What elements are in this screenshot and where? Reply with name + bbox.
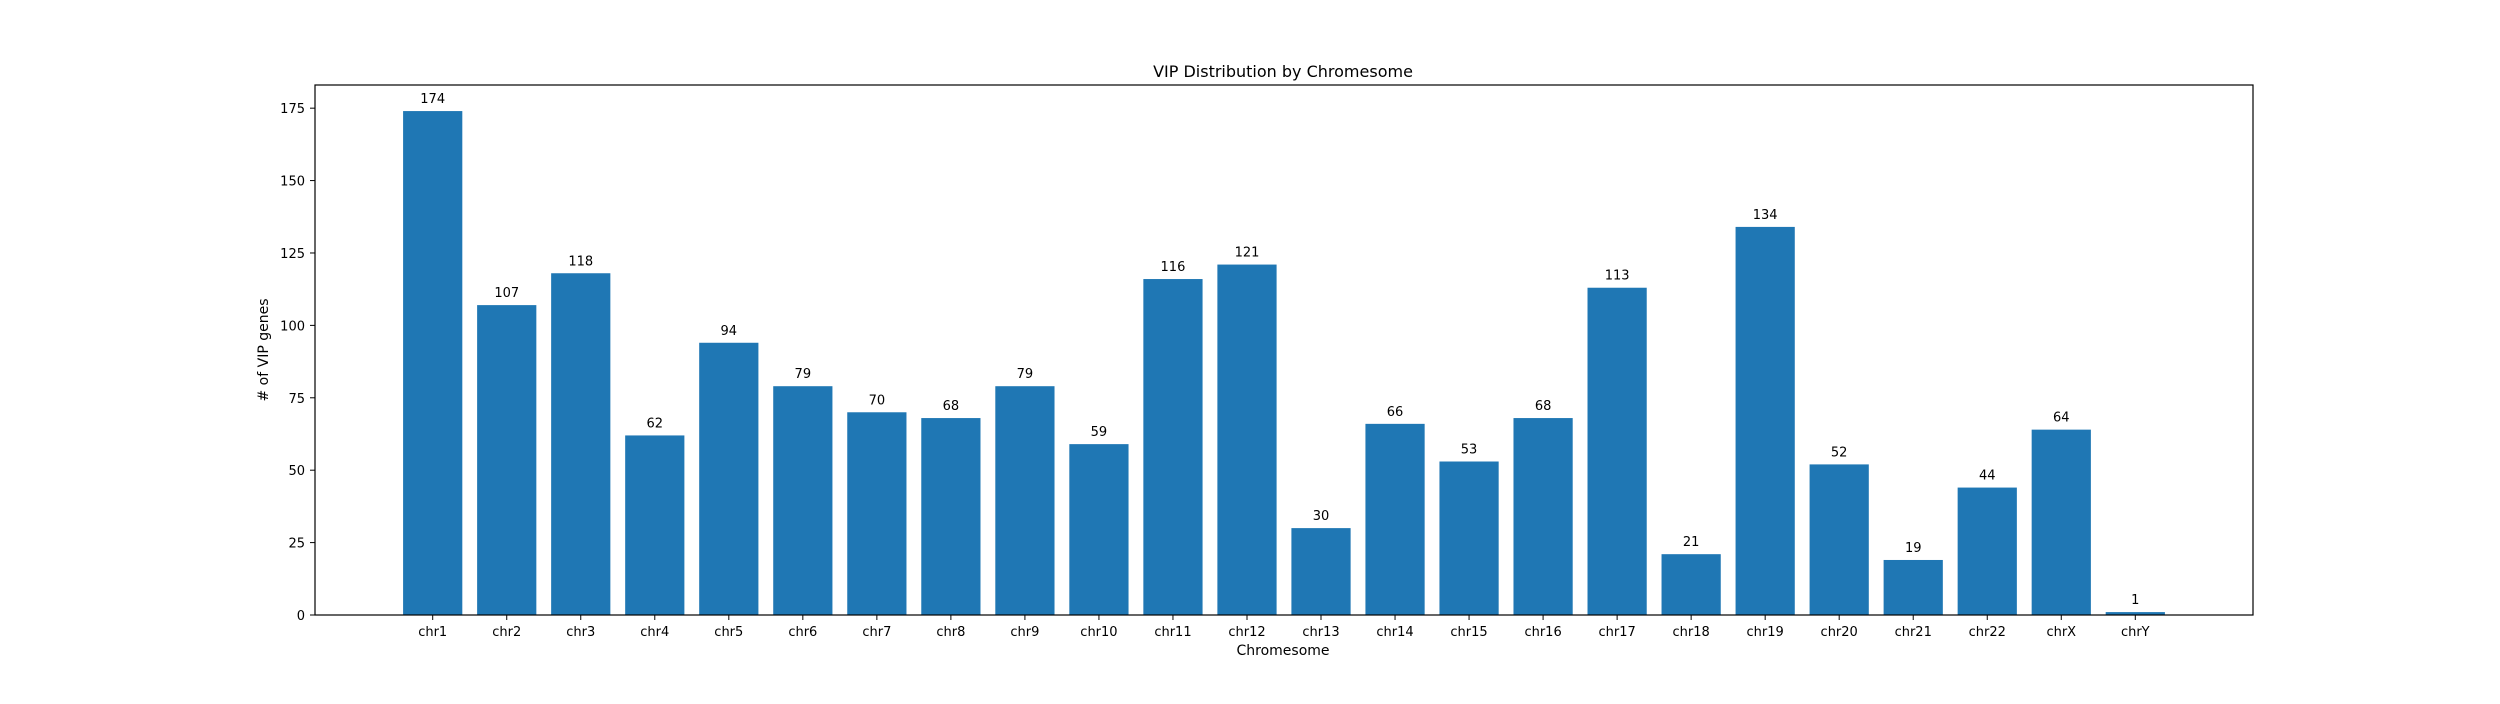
- x-tick-label: chr8: [936, 625, 965, 640]
- x-axis: chr1 chr2 chr3 chr4 chr5 chr6 chr7 chr8 chr9 chr1…: [418, 615, 2150, 640]
- bar-value-label: 94: [721, 324, 738, 339]
- bar-chr22: [1957, 487, 2017, 615]
- bar-value-label: 66: [1387, 405, 1404, 420]
- x-tick-label: chr19: [1747, 625, 1784, 640]
- bar-chr19: [1735, 226, 1795, 615]
- bar-chr11: [1143, 279, 1203, 615]
- x-tick-label: chr22: [1969, 625, 2006, 640]
- bar-value-label: 118: [568, 254, 593, 269]
- bar-value-label: 52: [1831, 445, 1848, 460]
- bar-chr9: [995, 386, 1055, 615]
- y-tick-label: 75: [288, 392, 305, 407]
- bar-chr8: [921, 418, 981, 615]
- bar-chr7: [847, 412, 907, 615]
- x-tick-label: chr16: [1524, 625, 1561, 640]
- y-tick-label: 100: [280, 319, 305, 334]
- bar-chr20: [1809, 464, 1869, 615]
- bar-chr16: [1513, 418, 1573, 615]
- bar-chr5: [699, 342, 759, 615]
- bar-chr2: [477, 305, 537, 615]
- bar-value-label: 68: [943, 399, 960, 414]
- chart-title: VIP Distribution by Chromesome: [1153, 62, 1413, 81]
- bar-chrY: [2105, 612, 2165, 615]
- x-tick-label: chr1: [418, 625, 447, 640]
- y-tick-label: 175: [280, 102, 305, 117]
- bar-chr3: [551, 273, 611, 615]
- bar-value-label: 116: [1161, 260, 1186, 275]
- bar-value-label: 134: [1753, 208, 1778, 223]
- x-tick-label: chr17: [1598, 625, 1635, 640]
- y-tick-label: 150: [280, 175, 305, 190]
- bar-value-label: 113: [1605, 269, 1630, 284]
- bar-value-label: 30: [1313, 509, 1330, 524]
- plot-frame: [314, 84, 2254, 616]
- x-tick-label: chr9: [1010, 625, 1039, 640]
- bar-value-label: 53: [1461, 443, 1478, 458]
- bar-value-label: 44: [1979, 469, 1996, 484]
- y-axis: 0 25 50 75 100 125 150 175: [280, 102, 315, 624]
- bar-chr21: [1883, 559, 1943, 615]
- bar-chr18: [1661, 554, 1721, 615]
- bar-chr10: [1069, 444, 1129, 615]
- bar-value-label: 64: [2053, 411, 2070, 426]
- x-tick-label: chr12: [1228, 625, 1265, 640]
- x-tick-label: chr6: [788, 625, 817, 640]
- bar-value-label: 174: [420, 92, 445, 107]
- bar-chr17: [1587, 287, 1647, 615]
- x-tick-label: chrY: [2121, 625, 2150, 640]
- bar-chr15: [1439, 461, 1499, 615]
- x-tick-label: chr4: [640, 625, 669, 640]
- bar-chr12: [1217, 264, 1277, 615]
- bar-chrX: [2031, 429, 2091, 615]
- y-axis-label: # of VIP genes: [256, 298, 272, 401]
- bar-chr1: [403, 111, 463, 615]
- x-tick-label: chr20: [1821, 625, 1858, 640]
- bar-chr6: [773, 386, 833, 615]
- x-tick-label: chr13: [1302, 625, 1339, 640]
- y-tick-label: 25: [288, 537, 305, 552]
- bar-value-label: 79: [1017, 367, 1034, 382]
- bar-value-label: 79: [795, 367, 812, 382]
- x-tick-label: chr3: [566, 625, 595, 640]
- y-tick-label: 125: [280, 247, 305, 262]
- bar-value-label: 68: [1535, 399, 1552, 414]
- x-axis-label: Chromesome: [1236, 643, 1329, 659]
- x-tick-label: chr21: [1895, 625, 1932, 640]
- y-tick-label: 0: [297, 609, 305, 624]
- x-tick-label: chr15: [1450, 625, 1487, 640]
- bar-value-label: 1: [2131, 593, 2139, 608]
- bar-value-label: 70: [869, 393, 886, 408]
- x-tick-label: chr7: [862, 625, 891, 640]
- x-tick-label: chrX: [2046, 625, 2076, 640]
- bar-value-label: 19: [1905, 541, 1922, 556]
- bar-value-label: 59: [1091, 425, 1108, 440]
- bar-chr14: [1365, 423, 1425, 615]
- x-tick-label: chr18: [1672, 625, 1709, 640]
- bar-chr4: [625, 435, 685, 615]
- x-tick-label: chr11: [1154, 625, 1191, 640]
- bar-value-label: 21: [1683, 535, 1700, 550]
- x-tick-label: chr10: [1080, 625, 1117, 640]
- x-tick-label: chr14: [1376, 625, 1413, 640]
- bar-chr13: [1291, 528, 1351, 615]
- x-tick-label: chr2: [492, 625, 521, 640]
- x-tick-label: chr5: [714, 625, 743, 640]
- bar-value-label: 107: [494, 286, 519, 301]
- bar-value-label: 62: [647, 416, 664, 431]
- y-tick-label: 50: [288, 464, 305, 479]
- bar-value-label: 121: [1235, 246, 1260, 261]
